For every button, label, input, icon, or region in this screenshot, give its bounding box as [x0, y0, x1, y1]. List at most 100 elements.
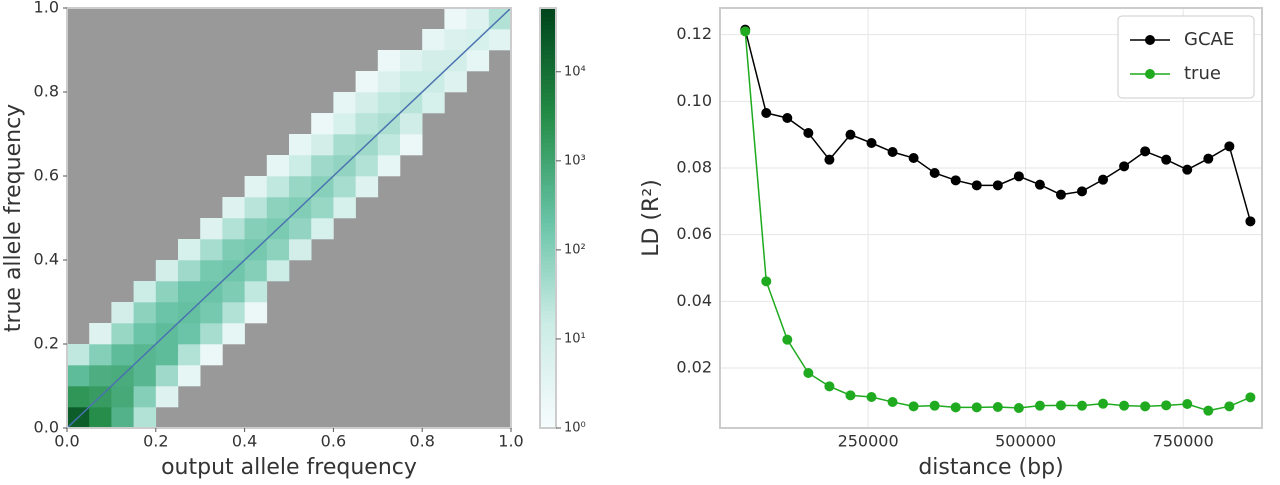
colorbar-segment [540, 352, 556, 358]
heat-cell [444, 29, 467, 51]
heat-cell [178, 344, 201, 366]
colorbar-segment [540, 171, 556, 177]
colorbar-segment [540, 285, 556, 290]
heat-cell [266, 197, 290, 219]
colorbar-segment [540, 58, 556, 64]
heat-cell [311, 155, 334, 177]
heat-cell [355, 71, 379, 93]
colorbar-segment [540, 209, 556, 215]
colorbar-segment [540, 45, 556, 51]
heat-cell [178, 323, 201, 345]
plot-frame [66, 7, 512, 429]
heat-cell [355, 176, 379, 198]
colorbar-segment [540, 163, 556, 169]
colorbar-segment [540, 373, 556, 379]
x-tick-label: 0.4 [232, 432, 257, 451]
colorbar-segment [540, 121, 556, 127]
colorbar-segment [540, 134, 556, 139]
heat-cell [111, 407, 134, 429]
heat-cell [67, 386, 90, 408]
series-marker [929, 400, 940, 411]
heat-cell [289, 176, 312, 198]
y-tick-label: 0.12 [676, 24, 712, 43]
x-tick-label: 0.8 [409, 432, 434, 451]
colorbar-segment [540, 138, 556, 143]
series-marker [1119, 161, 1130, 172]
heat-cell [155, 344, 179, 366]
series-marker [887, 397, 898, 407]
colorbar-segment [540, 92, 556, 97]
heat-cell [400, 50, 423, 72]
x-tick-label: 500000 [995, 432, 1056, 451]
colorbar-segment [540, 150, 556, 156]
heat-cell [422, 50, 445, 72]
series-marker [1161, 154, 1172, 165]
heat-cell [333, 197, 356, 219]
colorbar-segment [540, 348, 556, 353]
heat-cell [133, 386, 157, 408]
heat-cell [133, 365, 157, 387]
y-tick-label: 0.10 [676, 91, 712, 110]
series-marker [1245, 216, 1256, 227]
series-marker [1140, 401, 1151, 412]
heat-cell [355, 155, 379, 177]
colorbar-segment [540, 24, 556, 30]
heat-cell [466, 8, 490, 30]
series-marker [824, 381, 835, 392]
colorbar-segment [540, 29, 556, 34]
heat-cell [289, 155, 312, 177]
colorbar-segment [540, 188, 556, 194]
colorbar-tick-label: 10¹ [564, 331, 586, 346]
colorbar-segment [540, 394, 556, 400]
colorbar-segment [540, 197, 556, 202]
colorbar-frame [539, 7, 557, 429]
legend-label: true [1184, 63, 1221, 84]
colorbar-segment [540, 293, 556, 299]
colorbar-segment [540, 66, 556, 72]
series-marker [761, 108, 772, 118]
heat-cell [155, 281, 179, 303]
heat-cell [377, 134, 401, 156]
colorbar-segment [540, 323, 556, 328]
heat-cell [355, 113, 379, 135]
legend-marker [1145, 69, 1155, 79]
heat-cell [222, 281, 245, 303]
colorbar-segment [540, 264, 556, 269]
reference-line [66, 7, 512, 429]
y-tick-label: 0.06 [676, 224, 712, 243]
heat-cell [488, 29, 512, 51]
series-marker [992, 180, 1003, 191]
heat-cell [333, 92, 356, 114]
heat-cell [111, 302, 134, 324]
series-marker [1034, 400, 1045, 411]
heat-cell [333, 134, 356, 156]
series-marker [866, 392, 877, 402]
x-tick-label: 0.2 [143, 432, 168, 451]
colorbar-segment [540, 113, 556, 118]
colorbar-segment [540, 33, 556, 38]
series-marker [1077, 400, 1088, 411]
legend-marker [1145, 35, 1155, 45]
heat-cell [133, 407, 157, 429]
heat-cell [200, 302, 223, 324]
y-tick-label: 0.0 [34, 418, 59, 437]
colorbar-segment [540, 339, 556, 345]
series-marker [1119, 400, 1130, 411]
series-marker [782, 334, 793, 345]
series-marker [740, 26, 751, 37]
y-tick-label: 0.04 [676, 291, 712, 310]
colorbar-segment [540, 230, 556, 236]
colorbar-segment [540, 83, 556, 89]
legend-label: GCAE [1184, 29, 1234, 50]
heat-cell [266, 260, 290, 282]
y-tick-label: 0.4 [34, 250, 59, 269]
heat-cell [400, 113, 423, 135]
colorbar-segment [540, 155, 556, 160]
heat-cell [244, 302, 268, 324]
colorbar-tick-label: 10³ [564, 153, 586, 168]
colorbar-segment [540, 377, 556, 383]
colorbar-segment [540, 390, 556, 395]
heat-cell [311, 218, 334, 240]
colorbar-segment [540, 108, 556, 114]
